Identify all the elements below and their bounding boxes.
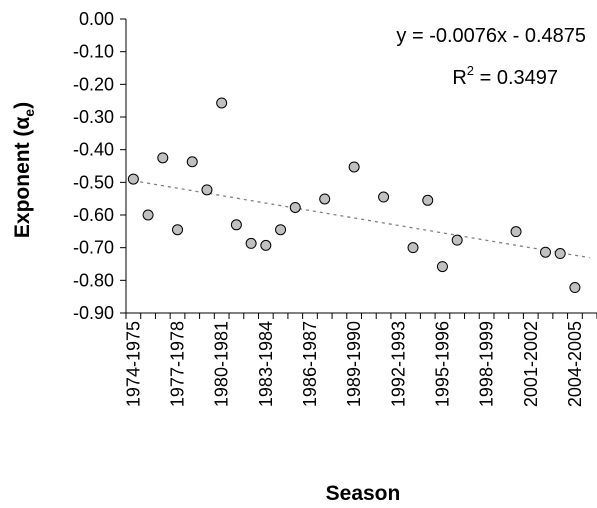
y-tick-label: -0.50 — [73, 172, 114, 192]
data-points — [127, 97, 581, 294]
data-point — [260, 239, 272, 251]
x-tick-label: 1992-1993 — [388, 321, 408, 407]
y-axis-title-main: Exponent (α — [11, 117, 34, 238]
y-tick-label: -0.90 — [73, 303, 114, 323]
axes — [120, 18, 597, 319]
x-tick-label: 2001-2002 — [521, 321, 541, 407]
y-tick-label: 0.00 — [79, 9, 114, 29]
regression-equation: y = -0.0076x - 0.4875 — [396, 25, 586, 47]
data-point — [319, 193, 331, 205]
r2-label: R — [452, 67, 466, 89]
data-point — [569, 282, 581, 294]
data-point — [275, 224, 287, 236]
data-point — [407, 242, 419, 254]
data-point — [186, 156, 198, 168]
r-squared-annotation: R2 = 0.3497 — [452, 63, 558, 89]
x-tick-label: 1983-1984 — [256, 321, 276, 407]
x-tick-label: 1980-1981 — [212, 321, 232, 407]
data-point — [230, 219, 242, 231]
x-tick-label: 1998-1999 — [477, 321, 497, 407]
x-tick-labels: 1974-1975 1977-1978 1980-1981 1983-1984 1986… — [123, 321, 585, 407]
data-point — [157, 152, 169, 164]
x-tick-label: 1977-1978 — [168, 321, 188, 407]
data-point — [127, 173, 139, 185]
y-tick-label: -0.40 — [73, 140, 114, 160]
y-tick-label: -0.80 — [73, 270, 114, 290]
trendline — [133, 180, 590, 259]
x-axis-title: Season — [326, 482, 401, 505]
data-point — [216, 97, 228, 109]
data-point — [172, 224, 184, 236]
y-axis-title-close: ) — [11, 102, 34, 109]
data-point — [201, 184, 213, 196]
x-tick-label: 1995-1996 — [432, 321, 452, 407]
y-tick-label: -0.30 — [73, 107, 114, 127]
trendline-group — [133, 180, 590, 259]
y-tick-label: -0.20 — [73, 74, 114, 94]
x-tick-label: 1986-1987 — [300, 321, 320, 407]
x-tick-label: 2004-2005 — [565, 321, 585, 407]
y-axis-title-sub: e — [21, 109, 37, 117]
data-point — [378, 191, 390, 203]
y-tick-label: -0.10 — [73, 42, 114, 62]
r2-superscript: 2 — [467, 63, 474, 78]
data-point — [289, 201, 301, 213]
data-point — [451, 234, 463, 246]
data-point — [436, 261, 448, 273]
data-point — [142, 209, 154, 221]
x-tick-label: 1974-1975 — [123, 321, 143, 407]
y-tick-label: -0.60 — [73, 205, 114, 225]
x-tick-label: 1989-1990 — [344, 321, 364, 407]
r2-value: = 0.3497 — [474, 67, 558, 89]
y-axis-title: Exponent (αe) — [11, 102, 37, 238]
data-point — [245, 237, 257, 249]
data-point — [554, 248, 566, 260]
data-point — [510, 226, 522, 238]
y-tick-labels: 0.00 -0.10 -0.20 -0.30 -0.40 -0.50 -0.60 -0.70 -… — [73, 9, 114, 323]
data-point — [422, 194, 434, 206]
data-point — [348, 161, 360, 173]
y-tick-label: -0.70 — [73, 238, 114, 258]
data-point — [539, 246, 551, 258]
